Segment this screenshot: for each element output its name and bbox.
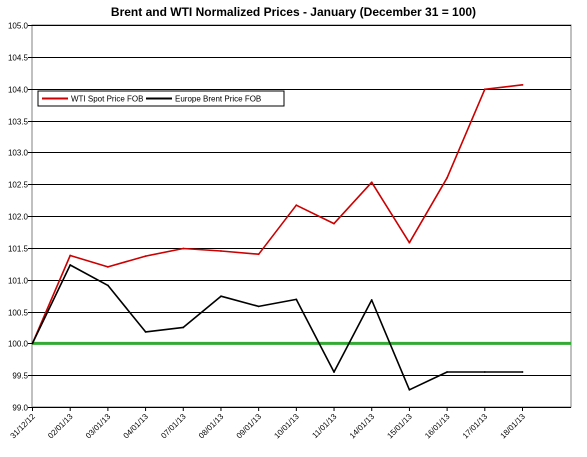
data-point (257, 305, 260, 308)
data-point (370, 299, 373, 301)
data-point (483, 371, 486, 373)
data-point (333, 371, 335, 373)
data-point (408, 388, 411, 391)
x-tick-label: 09/01/13 (235, 412, 264, 441)
y-tick-label: 102.5 (8, 181, 29, 190)
data-point (220, 295, 222, 298)
data-point (69, 254, 72, 257)
x-tick-label: 04/01/13 (122, 412, 151, 441)
legend-label: Europe Brent Price FOB (175, 95, 261, 104)
data-point (182, 326, 185, 329)
y-tick-label: 101.0 (8, 277, 29, 286)
legend-label: WTI Spot Price FOB (71, 95, 143, 104)
x-tick-label: 16/01/13 (423, 412, 452, 441)
series-line-wti (31, 84, 523, 344)
y-tick-label: 105.0 (8, 22, 29, 31)
data-point (182, 247, 185, 250)
x-tick-label: 10/01/13 (272, 412, 301, 441)
y-tick-label: 104.0 (8, 86, 29, 95)
x-tick-label: 31/12/12 (9, 412, 38, 441)
data-point (106, 284, 109, 287)
data-point (144, 255, 147, 258)
data-point (521, 371, 524, 373)
series-line-brent (31, 264, 523, 391)
data-point (446, 176, 449, 179)
data-point (333, 222, 335, 225)
y-tick-label: 100.5 (8, 309, 29, 318)
y-tick-label: 103.5 (8, 118, 29, 127)
data-point (446, 371, 449, 373)
y-tick-label: 99.0 (12, 404, 28, 413)
x-tick-label: 07/01/13 (159, 412, 188, 441)
data-point (31, 342, 34, 345)
data-point (69, 264, 72, 266)
x-tick-label: 11/01/13 (310, 412, 338, 440)
y-tick-label: 104.5 (8, 54, 29, 63)
data-point (257, 253, 260, 256)
data-point (370, 181, 373, 184)
y-tick-label: 100.0 (8, 340, 29, 349)
x-tick-label: 02/01/13 (46, 412, 75, 441)
data-point (295, 298, 298, 301)
x-tick-label: 15/01/13 (385, 412, 414, 441)
y-tick-label: 101.5 (8, 245, 29, 254)
x-tick-label: 17/01/13 (461, 412, 490, 441)
y-tick-label: 99.5 (12, 372, 28, 381)
data-point (408, 241, 411, 244)
data-point (144, 330, 147, 333)
y-tick-label: 103.0 (8, 149, 29, 158)
data-point (483, 88, 486, 91)
x-tick-label: 18/01/13 (499, 412, 528, 441)
x-tick-label: 14/01/13 (348, 412, 377, 441)
x-tick-label: 03/01/13 (84, 412, 113, 441)
data-point (220, 250, 222, 252)
x-tick-label: 08/01/13 (197, 412, 226, 441)
data-point (106, 266, 109, 268)
data-point (521, 83, 524, 86)
data-point (295, 204, 298, 207)
y-tick-label: 102.0 (8, 213, 29, 222)
chart-title: Brent and WTI Normalized Prices - Januar… (110, 5, 477, 19)
